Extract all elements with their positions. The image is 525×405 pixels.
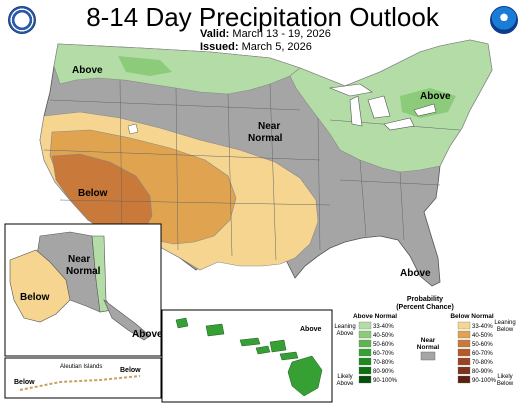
legend-below-header: Below Normal — [450, 313, 494, 320]
valid-value: March 13 - 19, 2026 — [232, 28, 331, 40]
legend-below-swatch-4 — [457, 357, 471, 366]
valid-label: Valid: — [200, 28, 230, 40]
legend-above-label-6: 90-100% — [373, 378, 398, 384]
great-salt-lake — [127, 123, 139, 135]
legend-above-bins: 33-40% 40-50% 50-60% 60-70% 70-80% 80-90% 90-1… — [358, 321, 398, 384]
label-near-normal-2: Normal — [248, 133, 283, 144]
legend-above-swatch-1 — [358, 330, 372, 339]
alaska-label-above: Above — [132, 329, 163, 340]
legend-above-header: Above Normal — [353, 313, 397, 320]
legend-below-label-0: 33-40% — [472, 324, 493, 330]
legend: Probability (Percent Chance) Above Norma… — [334, 296, 515, 387]
legend-above-label-4: 70-80% — [373, 360, 394, 366]
legend-below-swatch-2 — [457, 339, 471, 348]
legend-above-swatch-3 — [358, 348, 372, 357]
legend-above-label-2: 50-60% — [373, 342, 394, 348]
legend-above-label-0: 33-40% — [373, 324, 394, 330]
legend-above-label-3: 60-70% — [373, 351, 394, 357]
legend-above-swatch-5 — [358, 366, 372, 375]
legend-leaning-above-2: Above — [336, 331, 354, 337]
legend-below-swatch-6 — [457, 375, 471, 384]
legend-near-swatch — [420, 351, 436, 361]
legend-below-label-4: 70-80% — [472, 360, 493, 366]
page-title: 8-14 Day Precipitation Outlook — [86, 2, 439, 32]
legend-above-swatch-6 — [358, 375, 372, 384]
legend-below-swatch-0 — [457, 321, 471, 330]
legend-near-label-2: Normal — [417, 344, 440, 351]
hawaii-islands — [175, 317, 323, 397]
legend-subtitle: (Percent Chance) — [396, 304, 454, 311]
legend-likely-below-2: Below — [497, 381, 514, 387]
aleutian-title: Aleutian Islands — [60, 364, 102, 370]
alaska-label-near: Near — [68, 254, 90, 265]
label-above-florida: Above — [400, 268, 431, 279]
great-lakes — [328, 83, 437, 131]
legend-above-swatch-0 — [358, 321, 372, 330]
label-above-northeast: Above — [420, 91, 451, 102]
legend-above-label-5: 80-90% — [373, 369, 394, 375]
legend-leaning-below: Leaning — [494, 320, 515, 326]
legend-near-label: Near — [421, 337, 436, 344]
aleutian-inset-frame — [4, 357, 162, 399]
legend-likely-above-2: Above — [336, 381, 354, 387]
legend-title: Probability — [407, 296, 443, 303]
legend-above-label-1: 40-50% — [373, 333, 394, 339]
label-above-northwest: Above — [72, 65, 103, 76]
legend-leaning-above: Leaning — [334, 324, 355, 330]
aleutian-label-below-2: Below — [14, 379, 35, 386]
legend-likely-below: Likely — [497, 374, 512, 380]
alaska-label-below: Below — [20, 292, 50, 303]
legend-below-label-3: 60-70% — [472, 351, 493, 357]
legend-below-label-2: 50-60% — [472, 342, 493, 348]
legend-below-label-1: 40-50% — [472, 333, 493, 339]
legend-above-swatch-4 — [358, 357, 372, 366]
legend-leaning-below-2: Below — [497, 327, 514, 333]
above-northwest-darker — [118, 56, 172, 76]
valid-row: Valid: March 13 - 19, 2026 — [200, 28, 331, 40]
legend-below-label-5: 80-90% — [472, 369, 493, 375]
legend-below-label-6: 90-100% — [472, 378, 497, 384]
issued-value: March 5, 2026 — [241, 41, 312, 53]
label-near-normal-1: Near — [258, 121, 280, 132]
above-northeast-region — [289, 39, 493, 173]
label-below-southwest: Below — [78, 188, 108, 199]
aleutian-label-below-1: Below — [120, 367, 141, 374]
legend-below-swatch-3 — [457, 348, 471, 357]
issued-label: Issued: — [200, 41, 239, 53]
legend-below-swatch-5 — [457, 366, 471, 375]
noaa-logo-icon — [490, 6, 518, 34]
alaska-panhandle — [103, 299, 151, 341]
hawaii-label-above: Above — [300, 326, 322, 333]
legend-below-swatch-1 — [457, 330, 471, 339]
legend-above-swatch-2 — [358, 339, 372, 348]
legend-below-bins: 33-40% 40-50% 50-60% 60-70% 70-80% 80-90% 90-1… — [457, 321, 497, 384]
alaska-label-normal: Normal — [66, 266, 101, 277]
above-northwest-region — [53, 43, 301, 95]
aleutian-islands-chain — [19, 375, 141, 391]
legend-likely-above: Likely — [337, 374, 352, 380]
alaska-below-region — [9, 249, 71, 323]
issued-row: Issued: March 5, 2026 — [200, 41, 312, 53]
doc-seal-icon — [8, 6, 36, 34]
